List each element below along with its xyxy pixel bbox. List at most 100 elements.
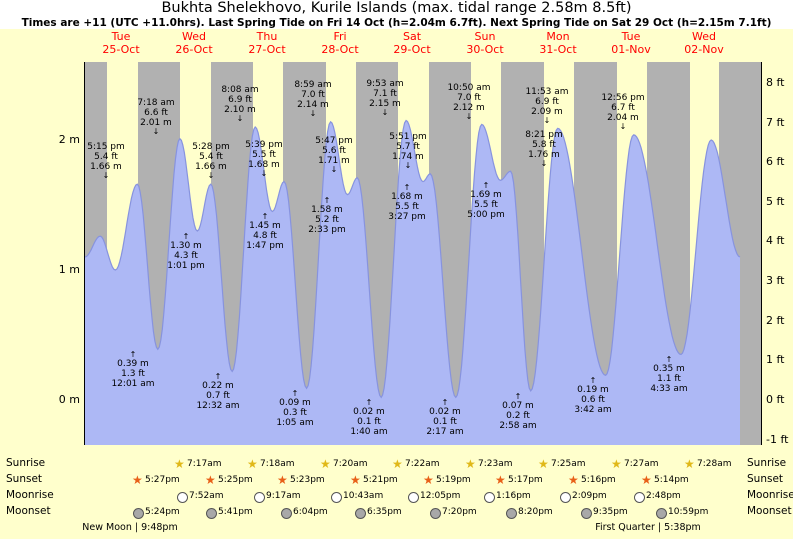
sunrise-star-icon: ★ xyxy=(538,457,549,471)
high-tide-height-ft: 5.6 ft xyxy=(322,146,346,156)
low-tide-annotation: ↑ 1.69 m 5.5 ft 5:00 pm xyxy=(456,181,516,221)
up-arrow-icon: ↑ xyxy=(482,181,490,190)
low-tide-height-m: 0.35 m xyxy=(653,364,685,374)
sunset-time: 5:16pm xyxy=(581,475,616,485)
low-tide-height-m: 0.19 m xyxy=(577,385,609,395)
sunrise-star-icon: ★ xyxy=(174,457,185,471)
sunset-time: 5:25pm xyxy=(218,475,253,485)
high-tide-height-m: 2.01 m xyxy=(140,118,172,128)
low-tide-height-ft: 0.6 ft xyxy=(581,395,605,405)
moonset-time: 7:20pm xyxy=(442,507,477,517)
low-tide-height-ft: 5.5 ft xyxy=(395,202,419,212)
high-tide-annotation: 8:21 pm 5.8 ft 1.76 m ↓ xyxy=(514,130,574,168)
day-name: Mon xyxy=(546,30,570,43)
high-tide-height-m: 2.15 m xyxy=(369,99,401,109)
high-tide-height-ft: 5.4 ft xyxy=(94,152,118,162)
high-tide-height-ft: 7.0 ft xyxy=(457,93,481,103)
sunrise-row-label-left: Sunrise xyxy=(6,457,46,469)
day-date: 28-Oct xyxy=(321,43,359,56)
down-arrow-icon: ↓ xyxy=(152,127,160,136)
low-tide-height-ft: 0.1 ft xyxy=(357,417,381,427)
moonset-row-label-left: Moonset xyxy=(6,505,51,517)
day-name: Wed xyxy=(182,30,206,43)
high-tide-height-m: 2.09 m xyxy=(531,107,563,117)
down-arrow-icon: ↓ xyxy=(102,171,110,180)
high-tide-height-m: 2.04 m xyxy=(607,113,639,123)
day-label: Fri 28-Oct xyxy=(305,30,375,56)
sunset-star-icon: ★ xyxy=(132,473,143,487)
high-tide-height-m: 2.10 m xyxy=(224,105,256,115)
up-arrow-icon: ↑ xyxy=(441,398,449,407)
low-tide-height-m: 1.45 m xyxy=(249,221,281,231)
high-tide-time: 9:53 am xyxy=(366,79,404,89)
day-date: 30-Oct xyxy=(466,43,504,56)
moonrise-time: 7:52am xyxy=(189,491,224,501)
y-axis-label-m: 2 m xyxy=(58,133,80,146)
high-tide-annotation: 10:50 am 7.0 ft 2.12 m ↓ xyxy=(439,83,499,121)
sunrise-time: 7:18am xyxy=(260,459,295,469)
moonrise-icon xyxy=(484,492,495,503)
down-arrow-icon: ↓ xyxy=(465,112,473,121)
high-tide-annotation: 12:56 pm 6.7 ft 2.04 m ↓ xyxy=(593,93,653,131)
low-tide-annotation: ↑ 1.45 m 4.8 ft 1:47 pm xyxy=(235,213,295,252)
moonrise-row-label-left: Moonrise xyxy=(6,489,54,501)
low-tide-time: 2:58 am xyxy=(499,421,537,431)
low-tide-height-m: 1.68 m xyxy=(391,192,423,202)
high-tide-time: 8:59 am xyxy=(294,80,332,90)
down-arrow-icon: ↓ xyxy=(207,171,215,180)
moonset-time: 8:20pm xyxy=(518,507,553,517)
high-tide-height-m: 1.66 m xyxy=(195,162,227,172)
low-tide-annotation: ↑ 0.02 m 0.1 ft 1:40 am xyxy=(339,399,399,438)
first-quarter-phase-label: First Quarter | 5:38pm xyxy=(595,522,701,533)
day-date: 25-Oct xyxy=(102,43,140,56)
sunrise-time: 7:25am xyxy=(551,459,586,469)
high-tide-height-ft: 5.5 ft xyxy=(252,150,276,160)
low-tide-time: 12:32 am xyxy=(196,401,240,411)
day-date: 27-Oct xyxy=(248,43,286,56)
y-axis-label-ft: 8 ft xyxy=(766,76,785,89)
low-tide-height-m: 0.02 m xyxy=(353,407,385,417)
sunrise-star-icon: ★ xyxy=(247,457,258,471)
low-tide-height-ft: 5.2 ft xyxy=(315,215,339,225)
up-arrow-icon: ↑ xyxy=(291,389,299,398)
low-tide-annotation: ↑ 0.39 m 1.3 ft 12:01 am xyxy=(103,351,163,390)
high-tide-height-ft: 5.7 ft xyxy=(396,142,420,152)
up-arrow-icon: ↑ xyxy=(323,196,331,205)
low-tide-height-m: 0.09 m xyxy=(279,398,311,408)
y-axis-label-ft: 7 ft xyxy=(766,116,785,129)
high-tide-annotation: 5:28 pm 5.4 ft 1.66 m ↓ xyxy=(181,142,241,180)
low-tide-height-ft: 1.3 ft xyxy=(121,369,145,379)
high-tide-time: 5:15 pm xyxy=(87,142,125,152)
low-tide-time: 12:01 am xyxy=(111,379,155,389)
sunset-time: 5:27pm xyxy=(145,475,180,485)
low-tide-height-ft: 0.7 ft xyxy=(206,391,230,401)
moonset-time: 6:04pm xyxy=(293,507,328,517)
moonset-time: 5:41pm xyxy=(218,507,253,517)
high-tide-annotation: 11:53 am 6.9 ft 2.09 m ↓ xyxy=(517,87,577,125)
chart-subtitle: Times are +11 (UTC +11.0hrs). Last Sprin… xyxy=(21,17,772,29)
y-axis-label-ft: 6 ft xyxy=(766,155,785,168)
sunset-star-icon: ★ xyxy=(277,473,288,487)
moonrise-time: 2:09pm xyxy=(572,491,607,501)
up-arrow-icon: ↑ xyxy=(514,392,522,401)
moonset-icon xyxy=(133,508,144,519)
high-tide-time: 7:18 am xyxy=(137,98,175,108)
down-arrow-icon: ↓ xyxy=(236,114,244,123)
day-label: Tue 01-Nov xyxy=(596,30,666,56)
sunrise-time: 7:28am xyxy=(697,459,732,469)
day-label: Wed 02-Nov xyxy=(669,30,739,56)
low-tide-annotation: ↑ 1.30 m 4.3 ft 1:01 pm xyxy=(156,233,216,272)
low-tide-time: 3:27 pm xyxy=(388,212,426,222)
up-arrow-icon: ↑ xyxy=(589,376,597,385)
high-tide-height-m: 1.68 m xyxy=(248,160,280,170)
y-axis-label-ft: 3 ft xyxy=(766,274,785,287)
sunrise-time: 7:17am xyxy=(187,459,222,469)
moonrise-icon xyxy=(560,492,571,503)
high-tide-annotation: 8:59 am 7.0 ft 2.14 m ↓ xyxy=(283,80,343,118)
high-tide-annotation: 5:39 pm 5.5 ft 1.68 m ↓ xyxy=(234,140,294,178)
moonset-time: 5:24pm xyxy=(145,507,180,517)
chart-title: Bukhta Shelekhovo, Kurile Islands (max. … xyxy=(161,0,632,16)
high-tide-height-m: 1.71 m xyxy=(318,156,350,166)
day-label: Sat 29-Oct xyxy=(377,30,447,56)
low-tide-height-ft: 4.3 ft xyxy=(174,251,198,261)
